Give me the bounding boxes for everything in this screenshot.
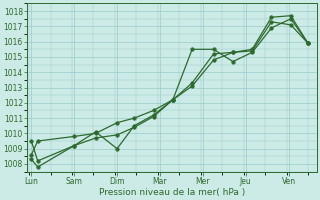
X-axis label: Pression niveau de la mer( hPa ): Pression niveau de la mer( hPa ) [99, 188, 245, 197]
